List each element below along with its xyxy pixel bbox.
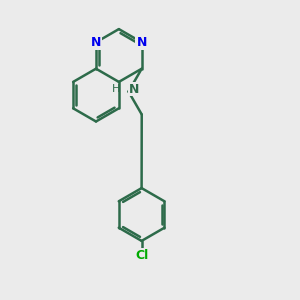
Text: N: N bbox=[91, 36, 101, 49]
Text: N: N bbox=[128, 83, 139, 96]
Text: H: H bbox=[112, 84, 120, 94]
Text: N: N bbox=[136, 36, 147, 49]
Text: Cl: Cl bbox=[135, 249, 148, 262]
